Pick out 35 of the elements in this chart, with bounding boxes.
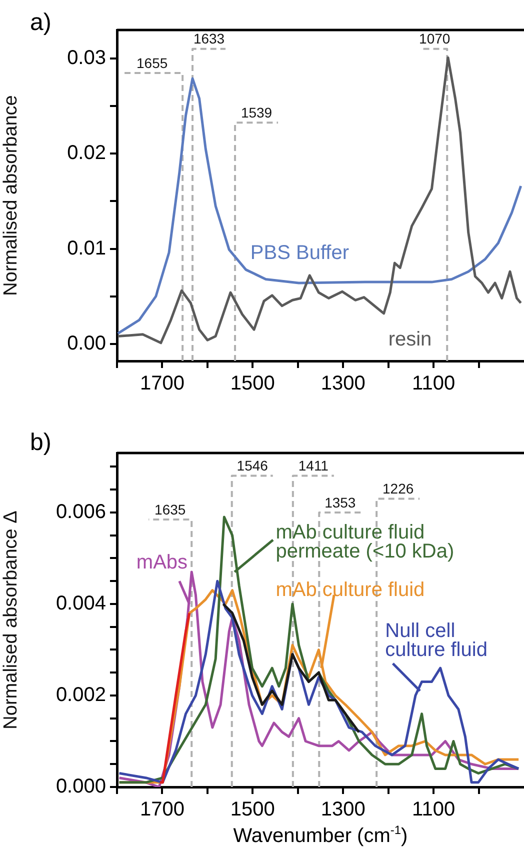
ref-line-label: 1070 — [419, 30, 450, 47]
x-tick-label: 1700 — [140, 798, 184, 821]
x-tick-label: 1100 — [412, 798, 456, 821]
chart-title: a) — [30, 9, 52, 36]
y-tick-label: 0.000 — [56, 776, 106, 798]
ref-line-label: 1633 — [193, 30, 225, 47]
y-tick-label: 0.006 — [56, 500, 106, 523]
ref-line-label: 1539 — [240, 104, 272, 121]
x-tick-label: 1300 — [320, 798, 366, 821]
x-tick-label: 1100 — [412, 372, 456, 395]
series-label: PBS Buffer — [250, 242, 350, 264]
x-tick-label: 1500 — [230, 372, 275, 395]
legend-label: mAb culture fluid permeate (<10 kDa) — [276, 522, 454, 563]
ref-line-label: 1411 — [298, 458, 329, 474]
ref-line-label: 1655 — [136, 54, 168, 71]
x-tick-label: 1300 — [320, 372, 366, 395]
chart-title: b) — [30, 429, 52, 456]
y-tick-label: 0.002 — [56, 684, 106, 706]
ref-line-label: 1635 — [154, 501, 186, 518]
ref-line-label: 1353 — [324, 494, 356, 510]
y-axis-title: Normalised absorbance Δ — [0, 510, 22, 730]
series-label: Null cell culture fluid — [385, 620, 488, 661]
y-tick-label: 0.01 — [67, 237, 106, 260]
series-label: mAbs — [136, 551, 188, 574]
x-tick-label: 1500 — [230, 798, 275, 821]
series-label: resin — [388, 328, 432, 351]
y-tick-label: 0.004 — [56, 592, 106, 614]
x-tick-label: 1700 — [140, 372, 184, 395]
ref-line-label: 1226 — [382, 480, 414, 497]
y-tick-label: 0.02 — [67, 142, 106, 164]
series-label: mAb culture fluid — [276, 578, 425, 601]
y-tick-label: 0.00 — [67, 332, 106, 354]
ref-line-label: 1546 — [236, 458, 268, 474]
y-tick-label: 0.03 — [67, 47, 106, 70]
y-axis-title: Normalised absorbance — [0, 95, 22, 296]
